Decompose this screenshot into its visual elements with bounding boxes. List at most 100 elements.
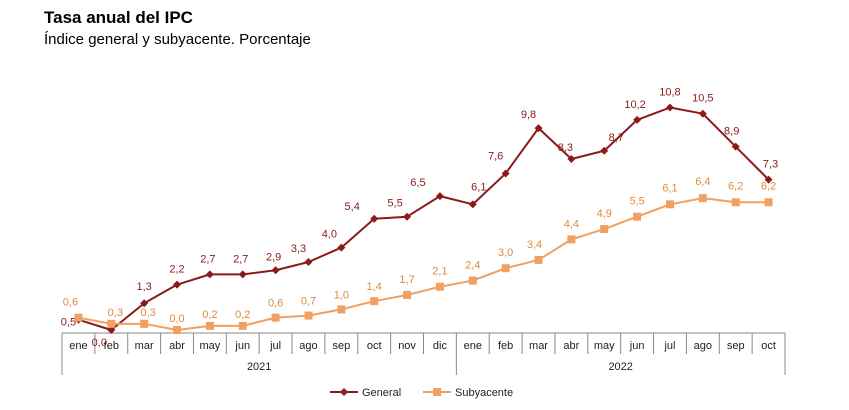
data-point-general bbox=[665, 103, 674, 112]
year-label: 2022 bbox=[608, 361, 632, 373]
x-tick-label: dic bbox=[433, 340, 448, 352]
data-label-general: 1,3 bbox=[137, 281, 152, 293]
data-point-general bbox=[698, 109, 707, 118]
data-label-subyacente: 0,2 bbox=[202, 309, 217, 321]
data-point-general bbox=[534, 124, 543, 133]
data-point-general bbox=[567, 155, 576, 164]
data-label-general: 6,1 bbox=[471, 181, 486, 193]
data-label-general: 2,7 bbox=[200, 253, 215, 265]
data-label-subyacente: 2,1 bbox=[432, 266, 447, 278]
data-label-general: 5,4 bbox=[345, 201, 360, 213]
x-tick-label: sep bbox=[332, 340, 350, 352]
data-point-subyacente bbox=[140, 319, 149, 328]
data-label-subyacente: 6,2 bbox=[761, 180, 776, 192]
data-label-general: 8,3 bbox=[558, 142, 573, 154]
data-point-general bbox=[107, 326, 116, 334]
data-label-subyacente: 0,6 bbox=[268, 298, 283, 310]
x-tick-label: may bbox=[594, 340, 615, 352]
x-tick-label: abr bbox=[563, 340, 579, 352]
data-label-subyacente: 1,7 bbox=[399, 274, 414, 286]
data-label-subyacente: 6,4 bbox=[695, 176, 710, 188]
data-label-subyacente: 1,0 bbox=[334, 289, 349, 301]
legend-marker-general bbox=[340, 388, 348, 396]
data-label-general: 10,2 bbox=[624, 99, 645, 111]
data-point-general bbox=[764, 175, 773, 184]
x-tick-label: jul bbox=[663, 340, 675, 352]
data-label-subyacente: 6,2 bbox=[728, 180, 743, 192]
data-label-subyacente: 0,3 bbox=[108, 307, 123, 319]
data-label-general: 2,9 bbox=[266, 251, 281, 263]
legend-marker-subyacente bbox=[433, 388, 441, 396]
data-point-subyacente bbox=[600, 225, 609, 234]
data-point-subyacente bbox=[534, 255, 543, 264]
data-label-subyacente: 0,2 bbox=[235, 309, 250, 321]
x-tick-label: abr bbox=[169, 340, 185, 352]
data-point-general bbox=[731, 142, 740, 151]
data-point-general bbox=[435, 192, 444, 201]
data-label-subyacente: 4,4 bbox=[564, 218, 579, 230]
data-point-subyacente bbox=[764, 198, 773, 207]
data-label-subyacente: 0,3 bbox=[141, 307, 156, 319]
chart-title: Tasa anual del IPC bbox=[44, 8, 193, 27]
data-point-subyacente bbox=[633, 212, 642, 221]
data-label-general: 2,7 bbox=[233, 253, 248, 265]
data-point-subyacente bbox=[435, 282, 444, 291]
data-point-subyacente bbox=[173, 326, 182, 334]
data-label-general: 0,0 bbox=[92, 337, 107, 349]
x-tick-label: jun bbox=[234, 340, 250, 352]
data-label-subyacente: 2,4 bbox=[465, 260, 480, 272]
x-tick-label: oct bbox=[367, 340, 382, 352]
data-label-general: 8,9 bbox=[724, 126, 739, 138]
year-label: 2021 bbox=[247, 361, 271, 373]
data-label-general: 6,5 bbox=[410, 177, 425, 189]
data-label-subyacente: 6,1 bbox=[662, 182, 677, 194]
data-point-general bbox=[337, 243, 346, 252]
data-point-general bbox=[468, 200, 477, 209]
data-point-subyacente bbox=[271, 313, 280, 322]
data-point-general bbox=[271, 266, 280, 275]
data-label-general: 7,6 bbox=[488, 150, 503, 162]
data-label-general: 3,3 bbox=[291, 243, 306, 255]
data-point-general bbox=[173, 280, 182, 289]
data-point-subyacente bbox=[238, 321, 247, 330]
data-label-general: 10,8 bbox=[659, 87, 680, 99]
legend-label-general: General bbox=[362, 387, 401, 399]
data-point-subyacente bbox=[731, 198, 740, 207]
data-label-general: 2,2 bbox=[169, 264, 184, 276]
data-point-subyacente bbox=[403, 290, 412, 299]
data-label-subyacente: 1,4 bbox=[367, 281, 382, 293]
legend-label-subyacente: Subyacente bbox=[455, 387, 513, 399]
x-tick-label: feb bbox=[498, 340, 513, 352]
data-label-general: 4,0 bbox=[322, 229, 337, 241]
data-label-subyacente: 4,9 bbox=[597, 208, 612, 220]
series-line-subyacente bbox=[78, 197, 769, 331]
data-point-subyacente bbox=[337, 305, 346, 314]
x-tick-label: ago bbox=[299, 340, 317, 352]
x-tick-label: mar bbox=[529, 340, 548, 352]
data-point-general bbox=[501, 169, 510, 178]
data-point-subyacente bbox=[501, 264, 510, 273]
x-tick-label: jul bbox=[269, 340, 281, 352]
x-tick-label: ene bbox=[69, 340, 87, 352]
data-point-general bbox=[633, 115, 642, 124]
x-tick-label: mar bbox=[135, 340, 154, 352]
x-tick-label: nov bbox=[398, 340, 416, 352]
data-point-general bbox=[140, 299, 149, 308]
data-point-subyacente bbox=[74, 313, 83, 322]
x-tick-label: ene bbox=[464, 340, 482, 352]
data-point-subyacente bbox=[468, 276, 477, 285]
x-tick-label: feb bbox=[104, 340, 119, 352]
data-label-subyacente: 5,5 bbox=[629, 196, 644, 208]
data-point-subyacente bbox=[205, 321, 214, 330]
series-line-general bbox=[78, 106, 770, 331]
data-label-general: 0,5 bbox=[61, 317, 76, 329]
data-label-subyacente: 3,0 bbox=[498, 247, 513, 259]
x-tick-label: may bbox=[199, 340, 220, 352]
data-label-general: 8,7 bbox=[609, 132, 624, 144]
data-label-general: 10,5 bbox=[692, 93, 713, 105]
data-point-subyacente bbox=[304, 311, 313, 320]
data-point-general bbox=[304, 258, 313, 267]
x-tick-label: sep bbox=[727, 340, 745, 352]
chart-subtitle: Índice general y subyacente. Porcentaje bbox=[44, 31, 311, 48]
